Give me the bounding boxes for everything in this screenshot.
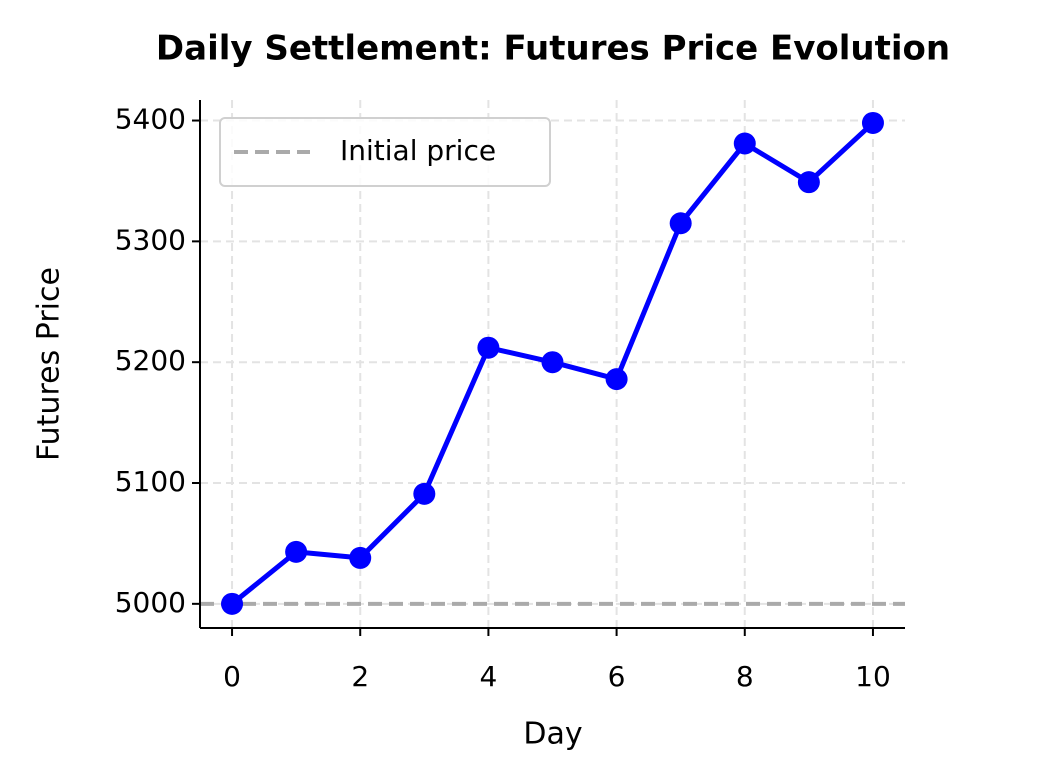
legend-box — [219, 117, 551, 187]
y-tick-label: 5000 — [115, 586, 186, 619]
data-point — [221, 592, 244, 615]
x-axis-label: Day — [523, 717, 582, 752]
data-point — [477, 336, 500, 359]
x-tick-label: 10 — [855, 660, 891, 693]
y-tick-label: 5400 — [115, 103, 186, 136]
legend-label: Initial price — [340, 134, 496, 167]
x-tick-label: 4 — [479, 660, 497, 693]
y-tick-label: 5100 — [115, 465, 186, 498]
y-axis-label: Futures Price — [32, 267, 67, 461]
chart-title: Daily Settlement: Futures Price Evolutio… — [156, 29, 950, 69]
x-tick-label: 6 — [608, 660, 626, 693]
y-tick-label: 5200 — [115, 344, 186, 377]
data-point — [861, 111, 884, 134]
data-point — [733, 132, 756, 155]
x-tick-label: 2 — [351, 660, 369, 693]
data-point — [541, 351, 564, 374]
y-tick-label: 5300 — [115, 223, 186, 256]
data-point — [797, 171, 820, 194]
data-point — [349, 546, 372, 569]
x-tick-label: 0 — [223, 660, 241, 693]
data-point — [605, 368, 628, 391]
x-tick-label: 8 — [736, 660, 754, 693]
data-point — [285, 540, 308, 563]
data-point — [669, 212, 692, 235]
data-point — [413, 482, 436, 505]
